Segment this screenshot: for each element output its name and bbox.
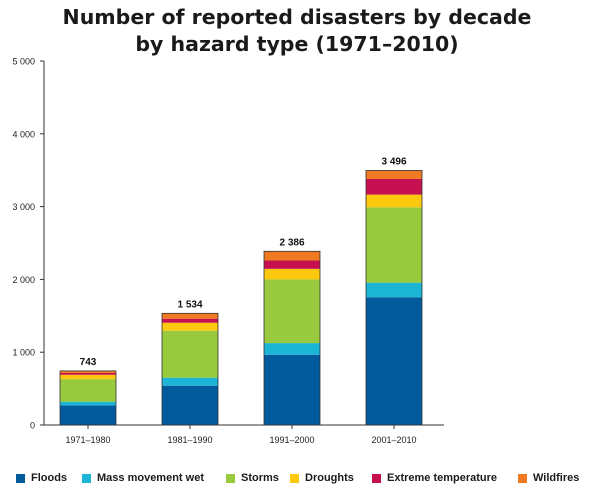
chart-title: Number of reported disasters by decade b…: [0, 4, 594, 58]
legend-item-droughts: Droughts: [290, 468, 354, 488]
x-tick-label: 1981–1990: [167, 435, 212, 445]
bar-segment-mass-movement-wet: [264, 343, 320, 355]
bar-segment-wildfires: [162, 313, 218, 319]
chart-legend: Floods Mass movement wet Storms Droughts Ext…: [16, 468, 594, 488]
bar-total-label: 3 496: [381, 156, 406, 167]
bar-segment-droughts: [60, 374, 116, 380]
legend-item-wildfires: Wildfires: [518, 468, 579, 488]
legend-label: Extreme temperature: [387, 472, 498, 484]
bar-segment-droughts: [366, 194, 422, 208]
bar-segment-floods: [60, 405, 116, 425]
legend-swatch: [16, 473, 25, 483]
bar-segment-floods: [162, 385, 218, 425]
bar-total-label: 743: [80, 357, 97, 368]
bar-segment-wildfires: [60, 370, 116, 373]
bar-segment-mass-movement-wet: [162, 377, 218, 386]
y-tick-label: 3 000: [12, 202, 35, 212]
bar-segment-droughts: [264, 268, 320, 280]
x-tick-label: 1991–2000: [269, 435, 314, 445]
bar-segment-storms: [60, 379, 116, 402]
bar-segment-storms: [162, 330, 218, 378]
bar-total-label: 2 386: [279, 237, 304, 248]
bar-segment-mass-movement-wet: [366, 282, 422, 298]
legend-label: Storms: [241, 472, 279, 484]
legend-label: Wildfires: [533, 472, 580, 484]
legend-label: Mass movement wet: [97, 472, 204, 484]
chart-title-line-1: Number of reported disasters by decade: [62, 5, 532, 29]
legend-swatch: [226, 473, 235, 483]
legend-swatch: [82, 473, 91, 483]
bar-segment-droughts: [162, 322, 218, 331]
bar-segment-floods: [366, 297, 422, 425]
bar-segment-mass-movement-wet: [60, 401, 116, 406]
bar-segment-floods: [264, 354, 320, 425]
bar-segment-wildfires: [264, 251, 320, 261]
legend-label: Floods: [31, 472, 68, 484]
y-tick-label: 2 000: [12, 275, 35, 285]
legend-label: Droughts: [305, 472, 354, 484]
legend-item-storms: Storms: [226, 468, 279, 488]
legend-item-floods: Floods: [16, 468, 67, 488]
bar-segment-storms: [264, 279, 320, 344]
legend-swatch: [290, 473, 299, 483]
bar-segment-wildfires: [366, 170, 422, 179]
bar-segment-extreme-temperature: [60, 372, 116, 375]
bar-segment-storms: [366, 207, 422, 283]
legend-swatch: [518, 473, 527, 483]
legend-item-extreme-temperature: Extreme temperature: [372, 468, 497, 488]
y-tick-label: 1 000: [12, 348, 35, 358]
legend-item-mass-movement-wet: Mass movement wet: [82, 468, 204, 488]
bar-segment-extreme-temperature: [264, 260, 320, 269]
chart-title-line-2: by hazard type (1971–2010): [135, 32, 459, 56]
y-tick-label: 0: [30, 421, 35, 431]
x-tick-label: 1971–1980: [65, 435, 110, 445]
bar-segment-extreme-temperature: [162, 318, 218, 323]
legend-swatch: [372, 473, 381, 483]
y-tick-label: 5 000: [12, 57, 35, 67]
bar-segment-extreme-temperature: [366, 178, 422, 195]
bar-total-label: 1 534: [177, 299, 202, 310]
x-tick-label: 2001–2010: [371, 435, 416, 445]
y-tick-label: 4 000: [12, 129, 35, 139]
